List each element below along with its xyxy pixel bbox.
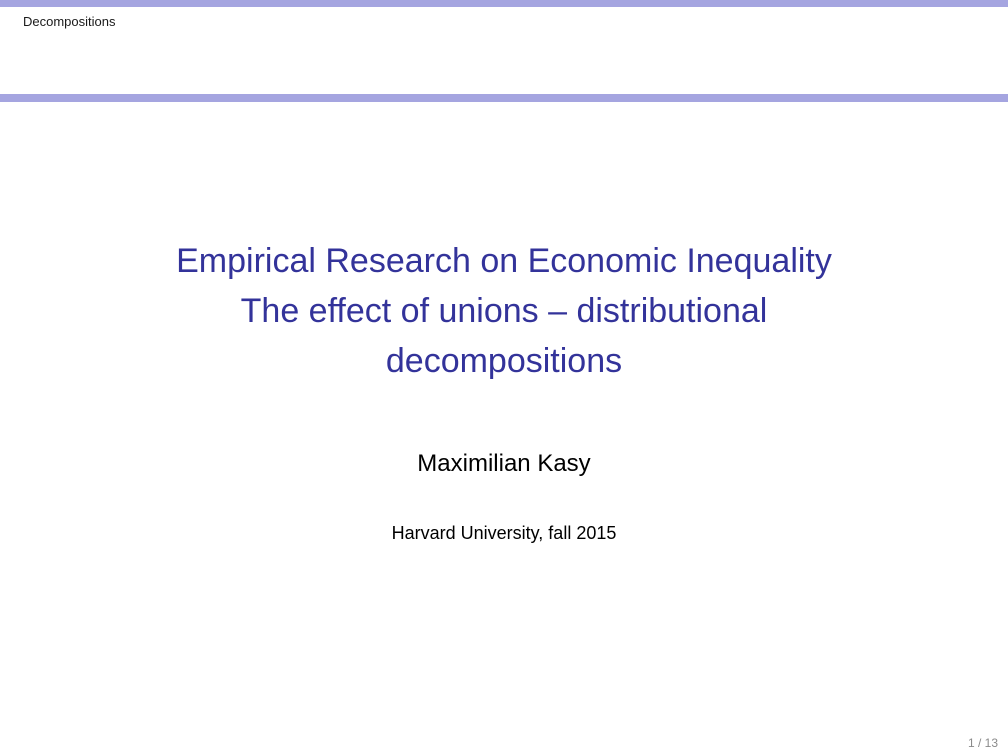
title-line-1: Empirical Research on Economic Inequalit… <box>176 242 832 280</box>
institute-text: Harvard University, fall 2015 <box>391 523 617 543</box>
title-line-3: decompositions <box>385 342 623 380</box>
section-title: Decompositions <box>23 14 116 29</box>
header-divider <box>0 94 1008 102</box>
page-number: 1 / 13 <box>967 736 998 750</box>
author-name: Maximilian Kasy <box>417 450 591 477</box>
top-accent-bar <box>0 0 1008 7</box>
slide-title: Empirical Research on Economic Inequalit… <box>0 236 1008 386</box>
title-line-2: The effect of unions – distributional <box>240 292 768 330</box>
